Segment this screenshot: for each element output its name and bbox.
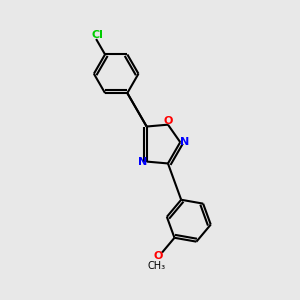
Text: O: O — [163, 116, 172, 126]
Text: CH₃: CH₃ — [147, 261, 165, 271]
Text: Cl: Cl — [91, 30, 103, 40]
Text: O: O — [154, 251, 163, 261]
Text: N: N — [138, 157, 147, 166]
Text: N: N — [180, 137, 189, 147]
